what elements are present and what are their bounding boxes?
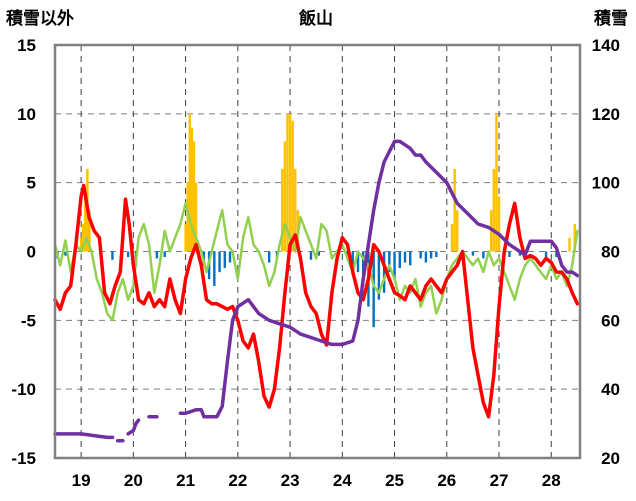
snowfall-bars [56, 113, 576, 328]
negative-bar [435, 251, 438, 258]
snowfall-bar [568, 237, 571, 252]
x-tick-label: 25 [385, 471, 404, 490]
negative-bar [111, 251, 114, 260]
left-tick-label: 10 [17, 105, 36, 124]
left-tick-label: -15 [11, 449, 36, 468]
snowfall-bar [283, 141, 287, 252]
snowfall-bar [495, 113, 498, 252]
snowfall-bar [88, 210, 91, 252]
negative-bar [544, 251, 548, 259]
negative-bar [382, 251, 386, 293]
negative-bar [419, 251, 422, 259]
temperature-line [53, 183, 580, 419]
snowfall-bar [450, 223, 454, 252]
chart-title: 飯山 [298, 8, 333, 29]
snowfall-bar [194, 182, 198, 252]
x-tick-label: 22 [228, 471, 247, 490]
left-tick-label: 5 [27, 174, 36, 193]
x-tick-label: 26 [437, 471, 456, 490]
left-tick-label: 15 [17, 36, 36, 55]
right-axis-label: 積雪 [594, 8, 628, 29]
snowfall-bar [497, 196, 501, 252]
left-tick-label: -10 [11, 380, 36, 399]
negative-bar [393, 251, 396, 280]
snowfall-bar [184, 223, 187, 252]
negative-bar [356, 251, 360, 273]
negative-bar [163, 251, 166, 258]
negative-bar [372, 251, 375, 328]
negative-bar [403, 251, 407, 263]
x-tick-label: 28 [542, 471, 561, 490]
negative-bar [213, 251, 216, 286]
right-axis-ticks: 140 120 100 80 60 40 20 [592, 36, 620, 468]
right-tick-label: 80 [601, 243, 620, 262]
x-tick-label: 19 [72, 471, 91, 490]
left-tick-label: -5 [21, 311, 36, 330]
negative-bar [126, 251, 130, 258]
negative-bar [377, 251, 381, 300]
snowfall-bar [186, 182, 189, 252]
snowfall-bar [291, 120, 294, 252]
snowfall-bar [188, 113, 191, 252]
plot-frame [53, 43, 582, 460]
right-tick-label: 120 [592, 105, 620, 124]
negative-bar [471, 251, 475, 256]
x-tick-label: 21 [176, 471, 195, 490]
snowfall-bar [192, 141, 196, 252]
snowfall-bar [286, 113, 289, 252]
series-lines [53, 139, 580, 443]
right-tick-label: 20 [601, 449, 620, 468]
right-tick-label: 40 [601, 380, 620, 399]
negative-bar [155, 251, 159, 259]
negative-bar [346, 251, 349, 259]
snowfall-bar [82, 223, 85, 252]
x-axis-ticks: 19 20 21 22 23 24 25 26 27 28 [72, 471, 561, 490]
negative-bar [508, 251, 511, 258]
negative-bar [398, 251, 401, 269]
x-tick-label: 24 [333, 471, 352, 490]
negative-bar [424, 251, 428, 263]
negative-bar [409, 251, 412, 266]
snowfall-bar [453, 168, 456, 252]
snowfall-bar [79, 237, 83, 252]
snowfall-bar [190, 127, 194, 252]
negative-bar [482, 251, 485, 259]
negative-bar [388, 251, 391, 273]
snowfall-bar [281, 168, 284, 252]
x-tick-label: 27 [490, 471, 509, 490]
left-tick-label: 0 [27, 243, 36, 262]
left-axis-ticks: 15 10 5 0 -5 -10 -15 [11, 36, 36, 468]
x-tick-label: 20 [124, 471, 143, 490]
left-axis-label: 積雪以外 [6, 8, 74, 29]
negative-bar [223, 251, 226, 269]
negative-bar [218, 251, 221, 273]
x-tick-label: 23 [281, 471, 300, 490]
negative-bar [64, 251, 67, 256]
snowfall-bar [288, 113, 292, 252]
green-series-line [53, 202, 579, 322]
negative-bar [267, 251, 271, 263]
snowfall-bar [84, 189, 87, 252]
grid-lines [55, 45, 580, 458]
snow-depth-line [53, 139, 580, 443]
snowfall-bar [573, 223, 576, 252]
snowfall-bar [456, 210, 459, 252]
negative-bar [309, 251, 313, 260]
negative-bar [429, 251, 433, 259]
negative-bar [228, 251, 232, 263]
snowfall-bar [294, 168, 297, 252]
right-tick-label: 100 [592, 174, 620, 193]
negative-bar [555, 251, 558, 258]
negative-bar [317, 251, 321, 256]
right-tick-label: 140 [592, 36, 620, 55]
negative-bar [351, 251, 354, 266]
right-tick-label: 60 [601, 311, 620, 330]
snowfall-bar [492, 168, 496, 252]
